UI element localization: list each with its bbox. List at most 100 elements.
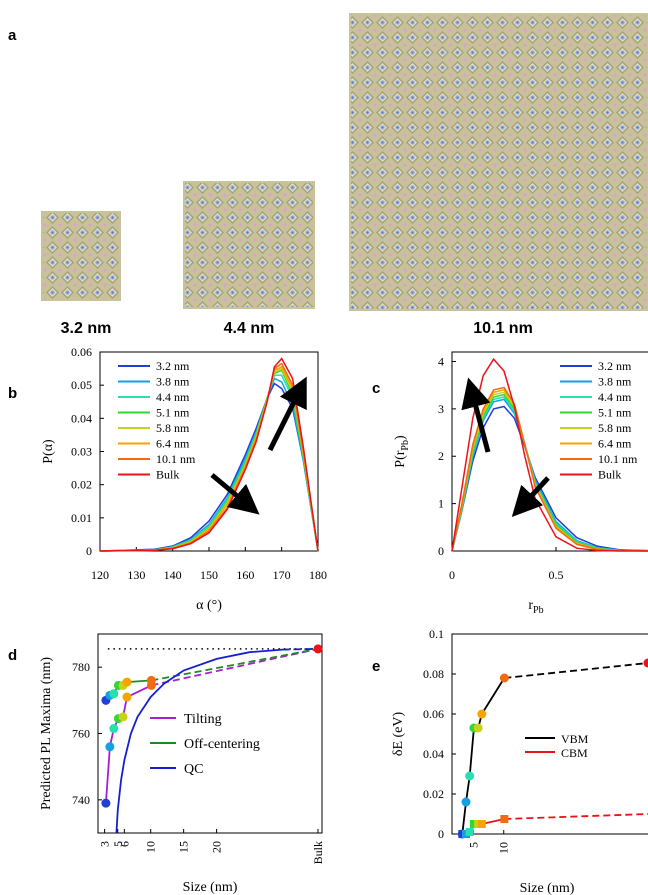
c-yaxis-label: P(rPb) xyxy=(393,435,411,468)
c-xtick-label: 0.5 xyxy=(549,568,564,582)
c-ytick-label: 4 xyxy=(438,354,444,368)
chart-d: 3 56 10 15 20 Bulk 740 760 780 Size (nm) Predicted… xyxy=(39,633,325,895)
d-xaxis-label: Size (nm) xyxy=(183,880,238,895)
panel-label-a: a xyxy=(8,27,17,44)
d-ytick-label: 780 xyxy=(72,660,90,674)
c-legend-label: 3.8 nm xyxy=(598,375,632,389)
e-cbm-point xyxy=(469,820,478,828)
d-legend-label: QC xyxy=(184,762,203,777)
d-yaxis-label: Predicted PL Maxima (nm) xyxy=(39,657,54,810)
panel-label-b: b xyxy=(8,385,17,402)
c-legend-label: 4.4 nm xyxy=(598,390,632,404)
e-ytick-label: 0.1 xyxy=(429,627,444,641)
b-xtick-label: 130 xyxy=(127,568,145,582)
e-legend-label: CBM xyxy=(561,746,588,760)
b-ytick-label: 0.04 xyxy=(71,411,92,425)
c-legend-label: 3.2 nm xyxy=(598,359,632,373)
b-arrow-up xyxy=(267,376,307,452)
c-xaxis-label: rPb xyxy=(528,598,543,616)
e-yaxis-label: δE (eV) xyxy=(391,712,406,757)
e-series-extension xyxy=(504,813,648,820)
e-xtick-label: 10 xyxy=(497,842,511,854)
panel-label-c: c xyxy=(372,380,380,397)
b-xtick-label: 170 xyxy=(273,568,291,582)
e-legend-label: VBM xyxy=(561,732,589,746)
c-arrow-down xyxy=(511,476,550,517)
c-legend-label: 5.8 nm xyxy=(598,421,632,435)
d-xtick-label: 6 xyxy=(117,841,131,847)
c-ytick-label: 1 xyxy=(438,497,444,511)
e-ytick-label: 0.02 xyxy=(423,787,444,801)
d-series-extension xyxy=(151,648,319,682)
d-series-extension xyxy=(282,648,319,651)
d-xtick-label: Bulk xyxy=(311,841,325,864)
b-yaxis-label: P(α) xyxy=(41,439,56,464)
e-vbm-point xyxy=(465,771,475,781)
b-ytick-label: 0.01 xyxy=(71,511,92,525)
chart-e: 5 10 0 0.02 0.04 0.06 0.08 0.1 Size (nm) δE (eV) V… xyxy=(391,627,648,895)
d-xtick-label: 5 xyxy=(111,841,125,847)
b-xtick-label: 150 xyxy=(200,568,218,582)
b-legend-label: 5.8 nm xyxy=(156,421,190,435)
size-label-4-4: 4.4 nm xyxy=(224,320,275,337)
d-legend-label: Off-centering xyxy=(184,737,260,752)
e-ytick-label: 0.06 xyxy=(423,707,444,721)
e-vbm-point xyxy=(499,673,509,683)
d-xtick-label: 3 xyxy=(98,841,112,847)
d-offcenter-point xyxy=(109,689,119,699)
d-tilting-point xyxy=(118,712,128,722)
b-legend-label: 4.4 nm xyxy=(156,390,190,404)
b-series-line xyxy=(99,362,319,552)
e-ytick-label: 0.04 xyxy=(423,747,444,761)
e-vbm-point xyxy=(473,723,483,733)
d-ytick-label: 740 xyxy=(72,793,90,807)
b-xaxis-label: α (°) xyxy=(196,598,222,613)
b-legend-label: 5.1 nm xyxy=(156,406,190,420)
b-legend-label: 6.4 nm xyxy=(156,437,190,451)
b-ytick-label: 0 xyxy=(86,544,92,558)
e-vbm-point xyxy=(461,797,471,807)
d-legend-label: Tilting xyxy=(184,712,222,727)
d-xtick-label: 20 xyxy=(210,841,224,853)
b-arrow-down xyxy=(210,473,260,515)
e-vbm-point xyxy=(477,709,487,719)
b-ytick-label: 0.05 xyxy=(71,378,92,392)
chart-b: 120 130 140 150 160 170 180 0 0.01 0.02 0.03 0.04 0.… xyxy=(41,345,327,613)
chart-c: 0 0.5 0 1 2 3 4 rPb P(rPb) 3.2 nm 3.8 nm4.4 nm 5.1 … xyxy=(393,351,648,616)
nanocrystal-4-4nm xyxy=(183,181,315,309)
c-legend-label: 10.1 nm xyxy=(598,452,638,466)
nanocrystal-10-1nm xyxy=(349,13,648,311)
b-legend-label: 3.2 nm xyxy=(156,359,190,373)
panel-label-e: e xyxy=(372,658,380,675)
e-cbm-point xyxy=(465,828,474,836)
c-series-line xyxy=(451,386,648,552)
e-xaxis-label: Size (nm) xyxy=(520,881,575,895)
c-legend-label: Bulk xyxy=(598,468,621,482)
c-legend-label: 6.4 nm xyxy=(598,437,632,451)
e-bulk-point xyxy=(643,658,648,668)
b-xtick-label: 160 xyxy=(236,568,254,582)
d-tilting-point xyxy=(109,724,119,734)
d-xtick-label: 10 xyxy=(144,841,158,853)
panel-label-d: d xyxy=(8,647,17,664)
e-ytick-label: 0.08 xyxy=(423,667,444,681)
b-series-line xyxy=(99,357,319,552)
b-xtick-label: 120 xyxy=(91,568,109,582)
e-xtick-label: 5 xyxy=(466,842,480,848)
b-xtick-label: 180 xyxy=(309,568,327,582)
c-xtick-label: 0 xyxy=(449,568,455,582)
e-cbm-point xyxy=(500,815,509,823)
b-ytick-label: 0.02 xyxy=(71,478,92,492)
d-xtick-label: 15 xyxy=(177,841,191,853)
c-legend-label: 5.1 nm xyxy=(598,406,632,420)
d-series-extension xyxy=(151,648,319,687)
d-bulk-point xyxy=(313,644,323,654)
e-cbm-point xyxy=(477,820,486,828)
size-label-10-1: 10.1 nm xyxy=(473,320,533,337)
c-ytick-label: 0 xyxy=(438,544,444,558)
b-legend-label: 10.1 nm xyxy=(156,452,196,466)
b-legend-label: Bulk xyxy=(156,468,179,482)
e-plot-frame xyxy=(451,633,648,835)
nanocrystal-3-2nm xyxy=(41,211,121,301)
